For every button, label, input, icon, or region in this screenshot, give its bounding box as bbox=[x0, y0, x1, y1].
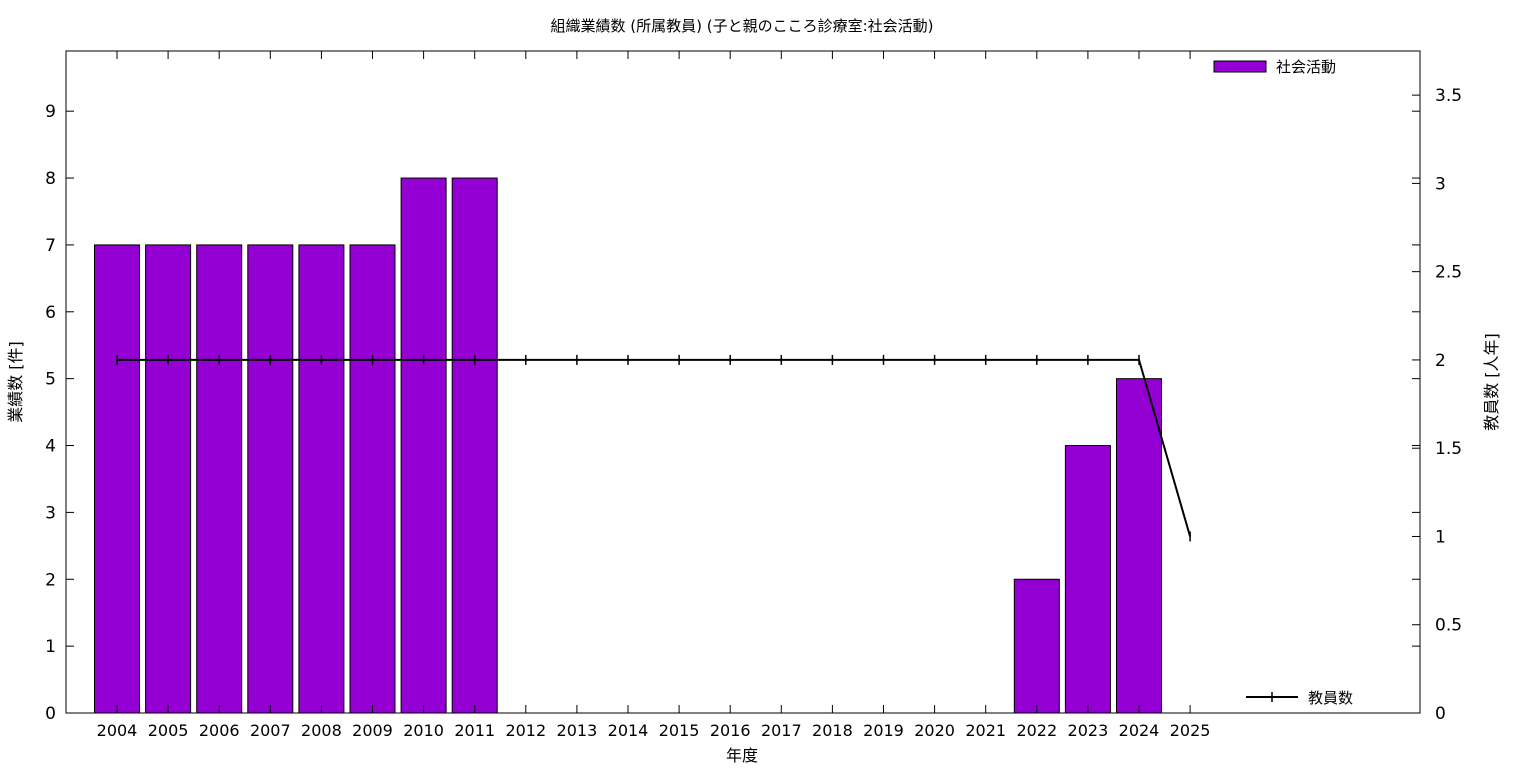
y-tick-label: 3 bbox=[45, 503, 56, 523]
y2-tick-label: 2.5 bbox=[1435, 263, 1462, 283]
x-tick-label: 2016 bbox=[710, 721, 751, 740]
legend-bar-label: 社会活動 bbox=[1276, 58, 1336, 76]
bar-2010 bbox=[400, 177, 447, 714]
y2-tick-label: 0.5 bbox=[1435, 616, 1462, 636]
x-axis: 2004 2005 2006 2007 2008 2009 2010 2011 2012 2013… bbox=[97, 51, 1211, 740]
y2-tick-label: 2 bbox=[1435, 351, 1446, 371]
x-tick-label: 2013 bbox=[557, 721, 598, 740]
bar-2022 bbox=[1013, 578, 1060, 714]
bar-2023 bbox=[1064, 445, 1111, 714]
x-tick-label: 2008 bbox=[301, 721, 342, 740]
chart-title: 組織業績数 (所属教員) (子と親のこころ診療室:社会活動) bbox=[550, 17, 933, 35]
y2-tick-label: 3 bbox=[1435, 174, 1446, 194]
y2-tick-label: 0 bbox=[1435, 704, 1446, 724]
x-tick-label: 2024 bbox=[1119, 721, 1160, 740]
y2-tick-label: 1 bbox=[1435, 527, 1446, 547]
bar-2009 bbox=[349, 244, 396, 714]
bar-2008 bbox=[298, 244, 345, 714]
x-tick-label: 2004 bbox=[97, 721, 138, 740]
y-tick-label: 0 bbox=[45, 704, 56, 724]
y-tick-label: 2 bbox=[45, 570, 56, 590]
x-tick-label: 2007 bbox=[250, 721, 291, 740]
y-tick-label: 5 bbox=[45, 370, 56, 390]
y-axis-left: 0 1 2 3 4 5 6 7 8 9 bbox=[45, 102, 1420, 724]
x-axis-label: 年度 bbox=[726, 746, 758, 765]
y2-axis-label: 教員数 [人年] bbox=[1482, 333, 1501, 431]
line-series bbox=[116, 354, 1192, 542]
x-tick-label: 2019 bbox=[863, 721, 904, 740]
y-tick-label: 7 bbox=[45, 236, 56, 256]
legend-bar: 社会活動 bbox=[1213, 58, 1336, 76]
bar-series bbox=[94, 177, 1162, 714]
x-tick-label: 2021 bbox=[965, 721, 1006, 740]
x-tick-label: 2018 bbox=[812, 721, 853, 740]
y-axis-label: 業績数 [件] bbox=[6, 341, 25, 423]
bar-2011 bbox=[451, 177, 498, 714]
y-tick-label: 6 bbox=[45, 303, 56, 323]
y-tick-label: 9 bbox=[45, 102, 56, 122]
y-tick-label: 4 bbox=[45, 437, 56, 457]
x-tick-label: 2022 bbox=[1016, 721, 1057, 740]
bar-2006 bbox=[196, 244, 243, 714]
legend-line: 教員数 bbox=[1246, 689, 1353, 707]
x-tick-label: 2006 bbox=[199, 721, 240, 740]
bar-2005 bbox=[145, 244, 192, 714]
x-tick-label: 2005 bbox=[148, 721, 189, 740]
plot-area bbox=[65, 50, 1421, 714]
y2-tick-label: 3.5 bbox=[1435, 86, 1462, 106]
line-path bbox=[117, 358, 1192, 537]
x-tick-label: 2010 bbox=[403, 721, 444, 740]
legend-bar-swatch bbox=[1213, 60, 1267, 73]
y-tick-label: 1 bbox=[45, 637, 56, 657]
bar-2004 bbox=[94, 244, 140, 714]
legend-line-label: 教員数 bbox=[1308, 689, 1353, 707]
bar-2024 bbox=[1116, 378, 1162, 714]
x-tick-label: 2009 bbox=[352, 721, 393, 740]
x-tick-label: 2017 bbox=[761, 721, 802, 740]
x-tick-label: 2025 bbox=[1170, 721, 1211, 740]
x-tick-label: 2014 bbox=[608, 721, 649, 740]
x-tick-label: 2023 bbox=[1068, 721, 1109, 740]
x-tick-label: 2012 bbox=[505, 721, 546, 740]
y-axis-right: 0 0.5 1 1.5 2 2.5 3 3.5 bbox=[1412, 86, 1462, 724]
y-tick-label: 8 bbox=[45, 169, 56, 189]
x-tick-label: 2020 bbox=[914, 721, 955, 740]
x-tick-label: 2015 bbox=[659, 721, 700, 740]
x-tick-label: 2011 bbox=[454, 721, 495, 740]
bar-2007 bbox=[247, 244, 294, 714]
y2-tick-label: 1.5 bbox=[1435, 439, 1462, 459]
